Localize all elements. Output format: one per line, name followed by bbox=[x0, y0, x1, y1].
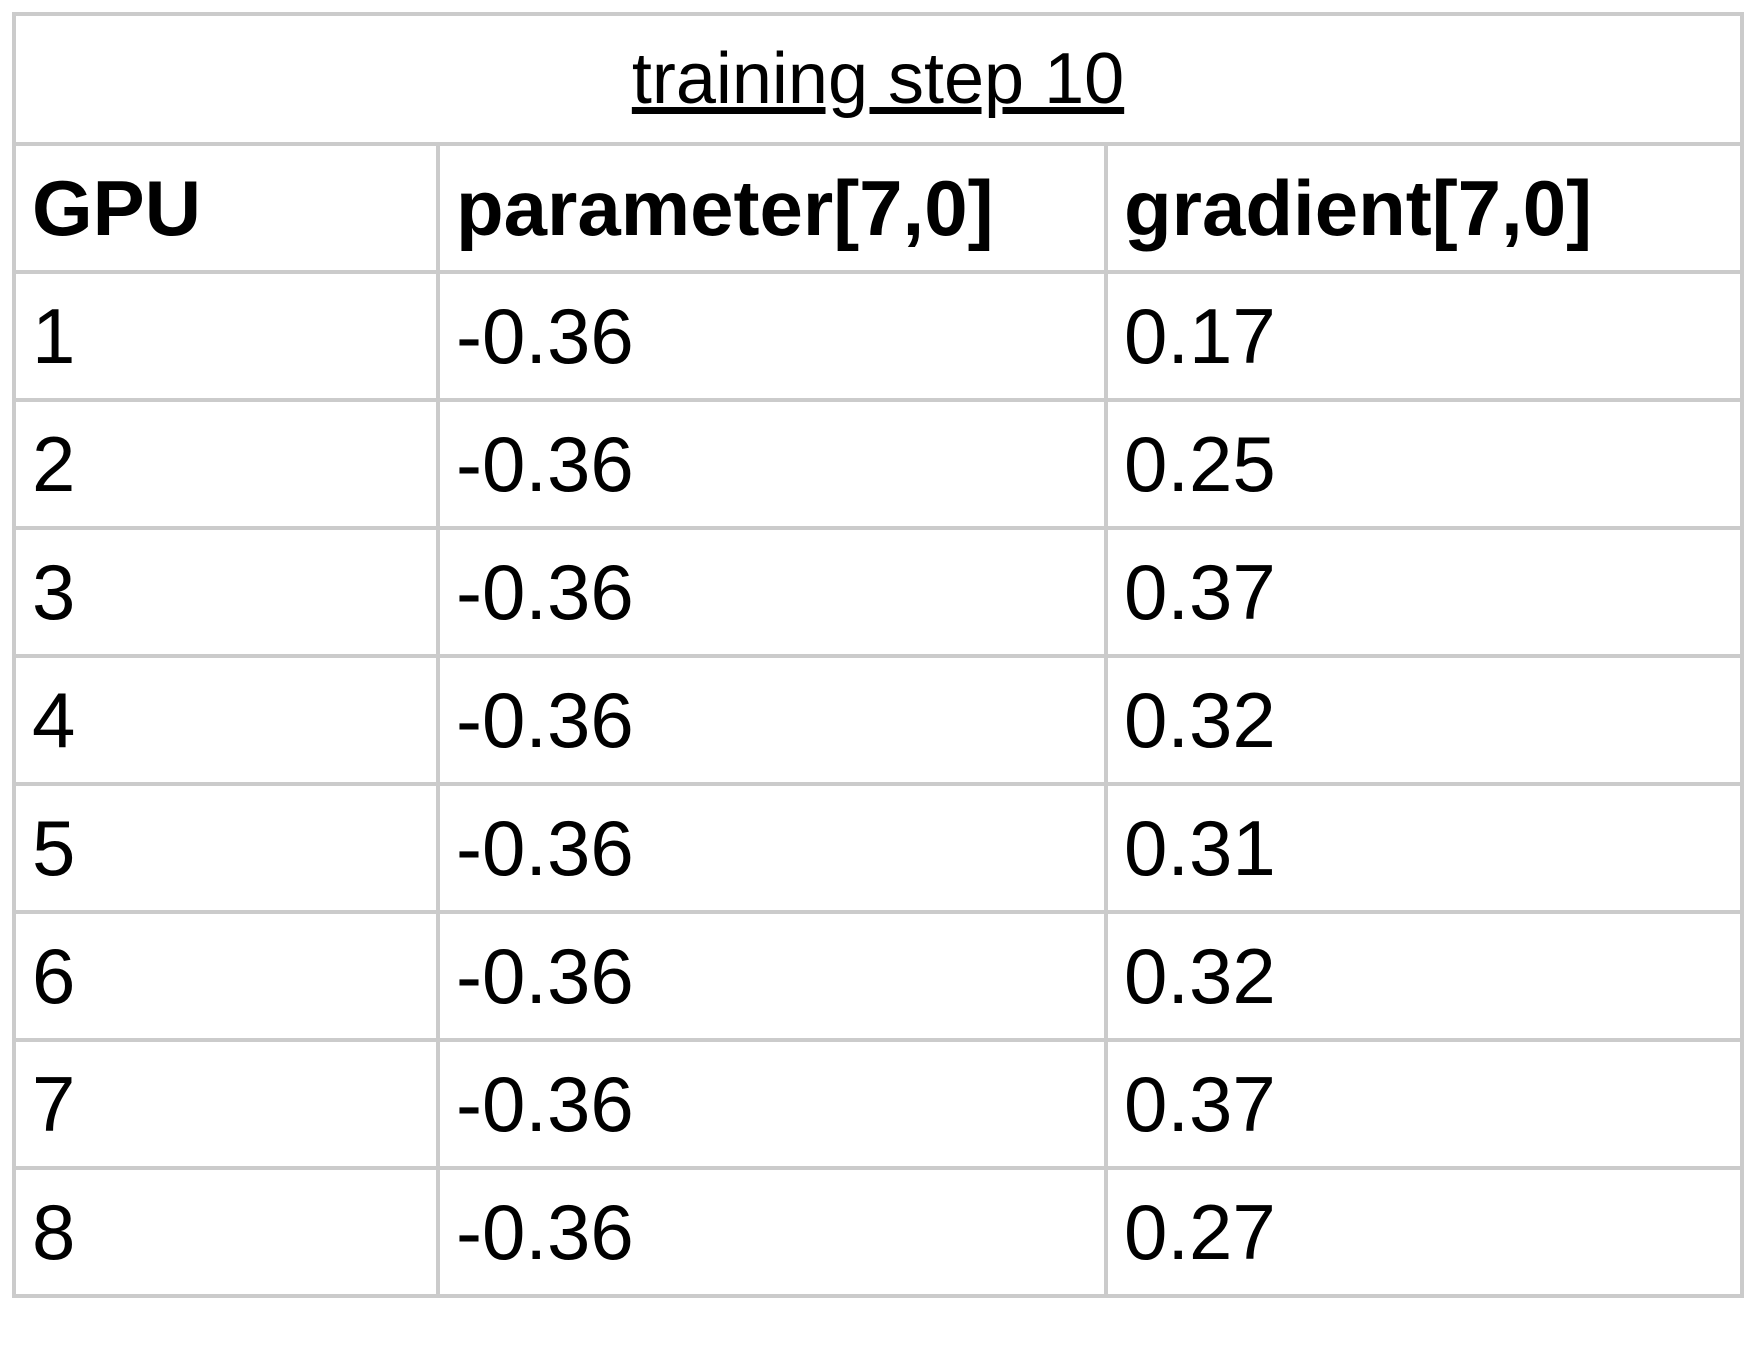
table-cell: 0.32 bbox=[1103, 654, 1745, 786]
table-row: 7 -0.36 0.37 bbox=[12, 1038, 1745, 1170]
table-row: 8 -0.36 0.27 bbox=[12, 1166, 1745, 1298]
table-cell: 0.37 bbox=[1103, 1038, 1745, 1170]
table-cell: -0.36 bbox=[436, 398, 1108, 530]
table-cell: 2 bbox=[12, 398, 440, 530]
table-cell: 0.31 bbox=[1103, 782, 1745, 914]
table-row: 4 -0.36 0.32 bbox=[12, 654, 1745, 786]
table-cell: -0.36 bbox=[436, 910, 1108, 1042]
table-cell: 0.32 bbox=[1103, 910, 1745, 1042]
table-cell: -0.36 bbox=[436, 270, 1108, 402]
table-cell: -0.36 bbox=[436, 1038, 1108, 1170]
table-cell: -0.36 bbox=[436, 526, 1108, 658]
table-cell: 7 bbox=[12, 1038, 440, 1170]
table-cell: 0.37 bbox=[1103, 526, 1745, 658]
data-table: training step 10 GPU parameter[7,0] gradie… bbox=[11, 12, 1745, 1298]
table-title: training step 10 bbox=[11, 12, 1745, 146]
table-cell: 0.25 bbox=[1103, 398, 1745, 530]
table-cell: 4 bbox=[12, 654, 440, 786]
table-row: 6 -0.36 0.32 bbox=[12, 910, 1745, 1042]
table-cell: 8 bbox=[12, 1166, 440, 1298]
title-row: training step 10 bbox=[11, 12, 1745, 146]
table-cell: -0.36 bbox=[436, 782, 1108, 914]
table-cell: 0.17 bbox=[1103, 270, 1745, 402]
table-row: 2 -0.36 0.25 bbox=[12, 398, 1745, 530]
table-cell: 6 bbox=[12, 910, 440, 1042]
header-cell: GPU bbox=[12, 142, 440, 274]
header-row: GPU parameter[7,0] gradient[7,0] bbox=[12, 142, 1745, 274]
table-row: 5 -0.36 0.31 bbox=[12, 782, 1745, 914]
table-cell: -0.36 bbox=[436, 1166, 1108, 1298]
header-cell: parameter[7,0] bbox=[436, 142, 1108, 274]
table-cell: 5 bbox=[12, 782, 440, 914]
table-cell: -0.36 bbox=[436, 654, 1108, 786]
table-row: 3 -0.36 0.37 bbox=[12, 526, 1745, 658]
table-cell: 0.27 bbox=[1103, 1166, 1745, 1298]
table-cell: 1 bbox=[12, 270, 440, 402]
table-cell: 3 bbox=[12, 526, 440, 658]
header-cell: gradient[7,0] bbox=[1103, 142, 1745, 274]
table-row: 1 -0.36 0.17 bbox=[12, 270, 1745, 402]
